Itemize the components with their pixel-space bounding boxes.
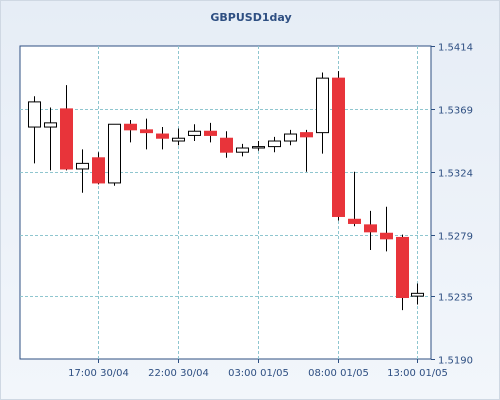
y-tick-label: 1.5190: [438, 356, 473, 367]
candle-body-down: [332, 77, 345, 217]
candle-body-up: [44, 122, 57, 128]
candle-body-up: [188, 130, 201, 136]
candle-body-down: [300, 132, 313, 138]
candle-body-up: [411, 292, 424, 297]
x-tick-label: 03:00 01/05: [228, 368, 289, 379]
candle-body-up: [252, 146, 265, 149]
candle-body-down: [124, 123, 137, 131]
candle-body-down: [204, 130, 217, 136]
x-tick-label: 13:00 01/05: [387, 368, 448, 379]
candle-body-up: [236, 147, 249, 153]
y-tick-label: 1.5279: [438, 232, 473, 243]
candle-body-down: [220, 137, 233, 153]
candle-body-up: [28, 101, 41, 128]
y-tick-label: 1.5369: [438, 106, 473, 117]
candle-body-up: [172, 137, 185, 142]
candle-body-down: [92, 157, 105, 184]
chart-title: GBPUSD1day: [210, 11, 292, 24]
candle-body-up: [268, 140, 281, 148]
x-tick-label: 17:00 30/04: [68, 368, 129, 379]
x-tick-label: 08:00 01/05: [308, 368, 369, 379]
candle-body-up: [108, 123, 121, 184]
y-tick-label: 1.5414: [438, 43, 473, 54]
candle-body-up: [316, 77, 329, 134]
candle-body-down: [348, 218, 361, 224]
candle-body-down: [60, 108, 73, 170]
candle-body-up: [76, 162, 89, 170]
candle-body-down: [156, 133, 169, 139]
y-tick-label: 1.5235: [438, 293, 473, 304]
x-tick-label: 22:00 30/04: [148, 368, 209, 379]
y-tick-label: 1.5324: [438, 169, 473, 180]
plot-area: [19, 45, 432, 360]
candle-body-down: [364, 224, 377, 233]
candle-body-down: [140, 129, 153, 134]
candle-body-down: [396, 236, 409, 299]
candle-body-down: [380, 232, 393, 240]
candle-body-up: [284, 133, 297, 142]
